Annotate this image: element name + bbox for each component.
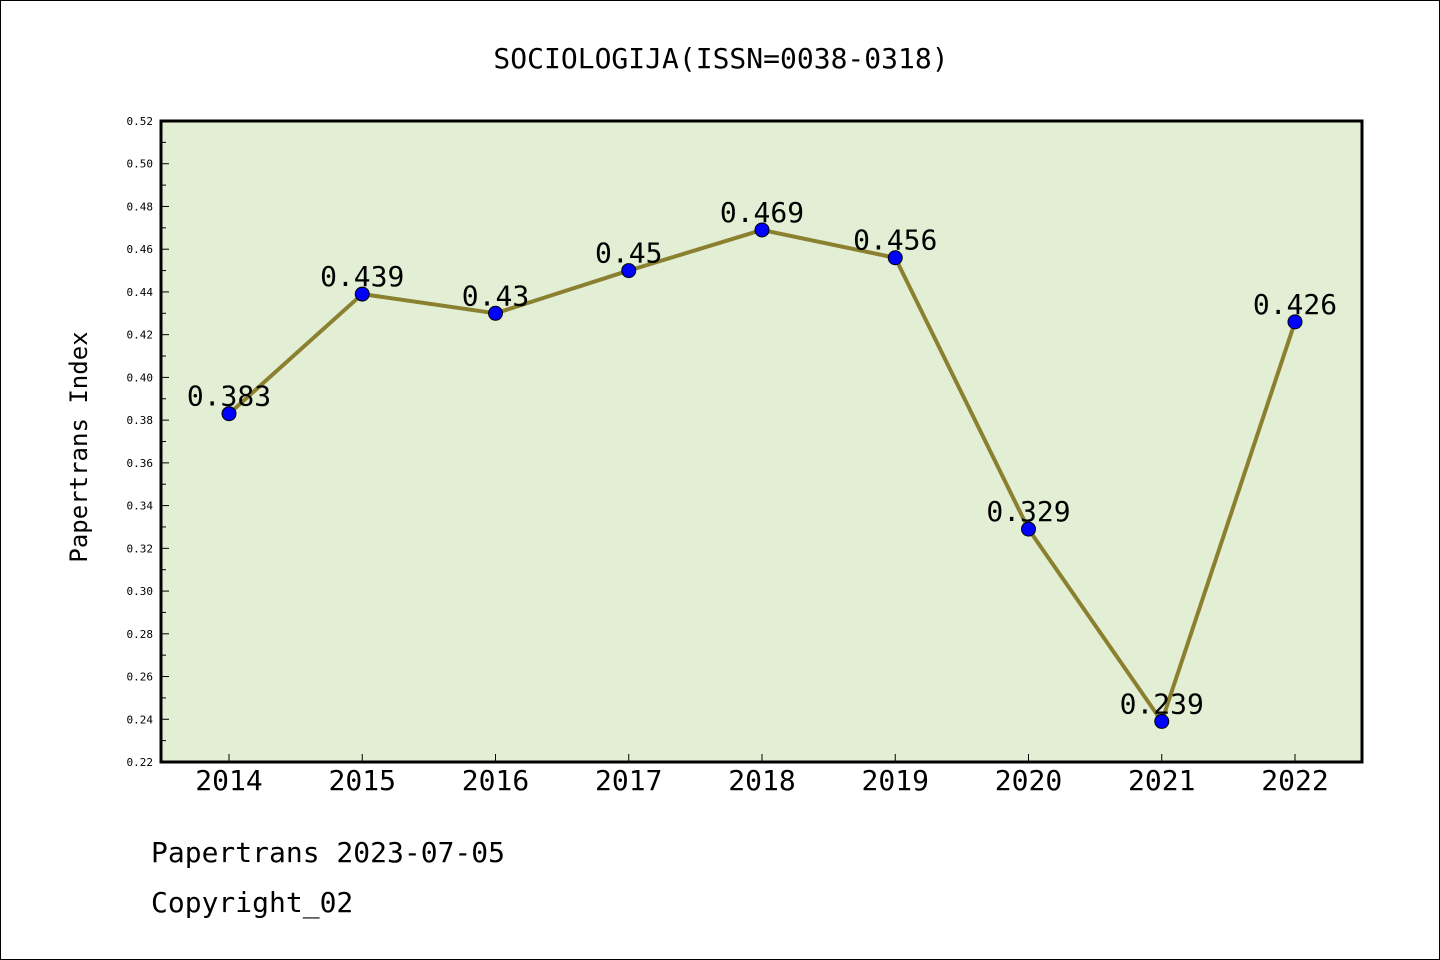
x-tick-label: 2017 — [595, 764, 662, 797]
data-label: 0.329 — [986, 495, 1070, 528]
y-tick-label: 0.42 — [127, 329, 154, 342]
y-tick-label: 0.48 — [127, 200, 154, 213]
y-tick-label: 0.22 — [127, 756, 154, 769]
x-tick-label: 2016 — [462, 764, 529, 797]
data-point — [1287, 314, 1303, 330]
x-tick-label: 2021 — [1128, 764, 1195, 797]
data-label: 0.469 — [720, 196, 804, 229]
y-tick-label: 0.38 — [127, 414, 154, 427]
data-label: 0.383 — [187, 380, 271, 413]
y-tick-label: 0.44 — [127, 286, 154, 299]
x-tick-label: 2022 — [1261, 764, 1328, 797]
data-label: 0.45 — [595, 237, 662, 270]
y-tick-label: 0.50 — [127, 158, 154, 171]
footer-copyright: Copyright_02 — [151, 886, 354, 919]
data-point — [221, 406, 237, 422]
footer-source: Papertrans 2023-07-05 — [151, 836, 506, 869]
data-point — [354, 286, 370, 302]
data-markers — [221, 222, 1303, 729]
x-tick-label: 2014 — [195, 764, 262, 797]
y-tick-label: 0.46 — [127, 243, 154, 256]
data-point — [621, 263, 637, 279]
data-label: 0.239 — [1120, 687, 1204, 720]
y-axis-ticks: 0.22 0.24 0.26 0.28 0.30 0.32 0.34 0.36 0.38 0.40… — [127, 115, 169, 769]
y-tick-label: 0.52 — [127, 115, 154, 128]
x-tick-label: 2020 — [995, 764, 1062, 797]
x-tick-label: 2018 — [728, 764, 795, 797]
x-axis-ticks: 2014 2015 2016 2017 2018 2019 2020 2021 2022 — [195, 754, 1329, 797]
data-label: 0.439 — [320, 260, 404, 293]
data-point — [754, 222, 770, 238]
data-point — [887, 250, 903, 266]
data-point — [488, 305, 503, 321]
chart-title: SOCIOLOGIJA(ISSN=0038-0318) — [493, 42, 948, 75]
y-axis-label: Papertrans Index — [65, 331, 93, 562]
data-point — [1021, 521, 1036, 537]
x-tick-label: 2015 — [329, 764, 396, 797]
y-tick-label: 0.32 — [127, 542, 154, 555]
y-tick-label: 0.34 — [127, 500, 154, 513]
y-tick-label: 0.26 — [127, 671, 154, 684]
y-tick-label: 0.30 — [127, 585, 154, 598]
data-label: 0.456 — [853, 224, 937, 257]
data-label: 0.43 — [462, 279, 529, 312]
y-tick-label: 0.24 — [127, 713, 154, 726]
y-tick-label: 0.40 — [127, 371, 154, 384]
x-tick-label: 2019 — [862, 764, 929, 797]
data-label: 0.426 — [1253, 288, 1337, 321]
y-tick-label: 0.36 — [127, 457, 154, 470]
data-point — [1154, 713, 1170, 729]
data-labels: 0.383 0.439 0.43 0.45 0.469 0.456 0.329 0.239 0.… — [187, 196, 1337, 720]
y-tick-label: 0.28 — [127, 628, 154, 641]
